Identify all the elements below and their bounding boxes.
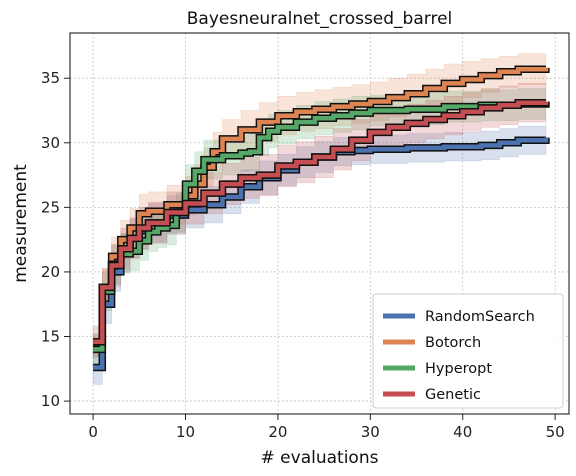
x-tick-label: 0 [88, 423, 98, 441]
y-axis-label: measurement [11, 164, 31, 283]
y-tick-label: 10 [41, 392, 60, 410]
legend-label-randomsearch: RandomSearch [425, 309, 535, 325]
legend: RandomSearch Botorch Hyperopt Genetic [373, 294, 563, 408]
y-tick-label: 15 [41, 328, 60, 346]
legend-label-hyperopt: Hyperopt [425, 361, 492, 377]
x-tick-label: 30 [361, 423, 380, 441]
y-axis: 10 15 20 25 30 35 [41, 69, 70, 410]
chart-title: Bayesneuralnet_crossed_barrel [187, 9, 453, 29]
x-tick-label: 10 [176, 423, 195, 441]
y-tick-label: 35 [41, 69, 60, 87]
legend-label-botorch: Botorch [425, 335, 481, 351]
y-tick-label: 25 [41, 198, 60, 216]
y-tick-label: 30 [41, 134, 60, 152]
legend-label-genetic: Genetic [425, 387, 481, 403]
x-axis-label: # evaluations [261, 448, 379, 468]
x-tick-label: 40 [453, 423, 472, 441]
x-axis: 0 10 20 30 40 50 [88, 414, 564, 441]
y-tick-label: 20 [41, 263, 60, 281]
x-tick-label: 20 [268, 423, 287, 441]
x-tick-label: 50 [546, 423, 565, 441]
